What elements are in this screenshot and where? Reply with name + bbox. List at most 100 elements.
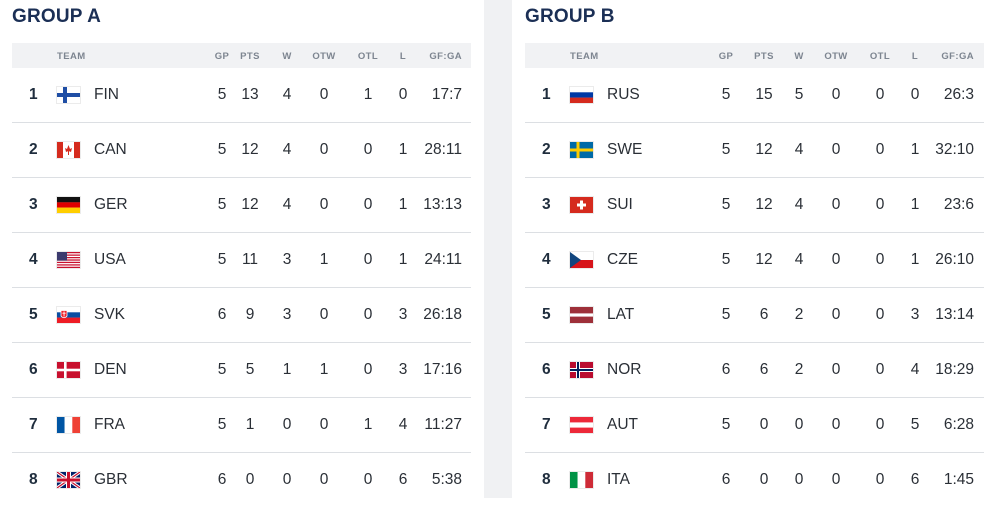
row-otl: 0	[363, 141, 373, 158]
row-gp: 5	[217, 251, 227, 268]
row-pts: 0	[759, 416, 769, 433]
table-header: TEAM GP PTS W OTW OTL L GF:GA	[525, 43, 984, 68]
table-row[interactable]: 7 FRA 5 1 0 0 1 4 11:27	[12, 398, 471, 453]
row-rank: 5	[29, 306, 38, 323]
row-otw: 0	[831, 361, 841, 378]
row-pts: 11	[241, 251, 259, 268]
row-gfga: 18:29	[935, 361, 974, 378]
header-l: L	[911, 51, 919, 62]
table-row[interactable]: 5 LAT 5 6 2 0 0 3 13:14	[525, 288, 984, 343]
row-rank: 1	[29, 86, 38, 103]
row-otw: 0	[831, 251, 841, 268]
table-row[interactable]: 4 USA 5 11 3 1 0 1 24:11	[12, 233, 471, 288]
table-row[interactable]: 2 CAN 5 12 4 0 0 1 28:11	[12, 123, 471, 178]
table-row[interactable]: 3 SUI 5 12 4 0 0 1 23:6	[525, 178, 984, 233]
row-l: 1	[398, 196, 408, 213]
header-gp: GP	[214, 51, 230, 62]
row-w: 4	[794, 196, 804, 213]
table-row[interactable]: 5 SVK 6 9 3 0 0 3 26:18	[12, 288, 471, 343]
table-row[interactable]: 6 NOR 6 6 2 0 0 4 18:29	[525, 343, 984, 398]
row-gfga: 28:11	[424, 141, 462, 158]
row-otw: 1	[319, 361, 329, 378]
row-l: 1	[910, 141, 920, 158]
row-gfga: 5:38	[431, 471, 462, 488]
table-row[interactable]: 2 SWE 5 12 4 0 0 1 32:10	[525, 123, 984, 178]
row-l: 6	[398, 471, 408, 488]
usa-flag-icon	[57, 252, 80, 268]
row-l: 0	[910, 86, 920, 103]
standings-rows: 1 FIN 5 13 4 0 1 0 17:7 2 CAN 5 12 4 0 0 1 28:11 3 GER 5 12 4 0…	[12, 68, 471, 507]
row-l: 1	[398, 141, 408, 158]
row-w: 0	[282, 416, 292, 433]
row-rank: 1	[542, 86, 551, 103]
row-otw: 0	[319, 471, 329, 488]
can-flag-icon	[57, 142, 80, 158]
table-row[interactable]: 8 GBR 6 0 0 0 0 6 5:38	[12, 453, 471, 507]
row-l: 4	[910, 361, 920, 378]
row-rank: 3	[542, 196, 551, 213]
row-rank: 8	[542, 471, 551, 488]
row-otl: 0	[363, 251, 373, 268]
table-row[interactable]: 1 RUS 5 15 5 0 0 0 26:3	[525, 68, 984, 123]
row-gp: 6	[217, 471, 227, 488]
row-pts: 12	[241, 196, 259, 213]
row-rank: 8	[29, 471, 38, 488]
row-gp: 5	[217, 416, 227, 433]
table-row[interactable]: 3 GER 5 12 4 0 0 1 13:13	[12, 178, 471, 233]
row-otw: 0	[319, 196, 329, 213]
header-otw: OTW	[824, 51, 848, 62]
row-gfga: 17:7	[431, 86, 462, 103]
row-otl: 1	[363, 416, 373, 433]
row-pts: 12	[755, 196, 773, 213]
row-team: SUI	[607, 196, 633, 213]
table-header: TEAM GP PTS W OTW OTL L GF:GA	[12, 43, 471, 68]
row-w: 4	[282, 196, 292, 213]
fra-flag-icon	[57, 417, 80, 433]
row-team: LAT	[607, 306, 635, 323]
row-team: AUT	[607, 416, 638, 433]
row-otw: 0	[319, 141, 329, 158]
cze-flag-icon	[570, 252, 593, 268]
row-l: 3	[910, 306, 920, 323]
header-otl: OTL	[869, 51, 891, 62]
nor-flag-icon	[570, 362, 593, 378]
row-w: 0	[794, 471, 804, 488]
row-l: 3	[398, 361, 408, 378]
rus-flag-icon	[570, 87, 593, 103]
row-pts: 12	[241, 141, 259, 158]
row-otl: 0	[363, 361, 373, 378]
header-team: TEAM	[57, 51, 86, 62]
row-w: 1	[282, 361, 292, 378]
row-gfga: 26:3	[943, 86, 974, 103]
header-pts: PTS	[240, 51, 260, 62]
row-otl: 0	[875, 251, 885, 268]
row-gp: 5	[217, 361, 227, 378]
row-otw: 1	[319, 251, 329, 268]
row-rank: 7	[542, 416, 551, 433]
row-otw: 0	[831, 196, 841, 213]
header-w: W	[282, 51, 292, 62]
table-row[interactable]: 1 FIN 5 13 4 0 1 0 17:7	[12, 68, 471, 123]
row-gfga: 24:11	[424, 251, 462, 268]
row-w: 0	[794, 416, 804, 433]
header-pts: PTS	[754, 51, 774, 62]
table-row[interactable]: 4 CZE 5 12 4 0 0 1 26:10	[525, 233, 984, 288]
header-team: TEAM	[570, 51, 599, 62]
row-w: 2	[794, 361, 804, 378]
row-gfga: 26:18	[423, 306, 462, 323]
row-gp: 5	[217, 141, 227, 158]
table-row[interactable]: 8 ITA 6 0 0 0 0 6 1:45	[525, 453, 984, 507]
row-rank: 5	[542, 306, 551, 323]
row-gfga: 13:13	[423, 196, 462, 213]
table-row[interactable]: 7 AUT 5 0 0 0 0 5 6:28	[525, 398, 984, 453]
table-row[interactable]: 6 DEN 5 5 1 1 0 3 17:16	[12, 343, 471, 398]
row-l: 1	[910, 251, 920, 268]
row-w: 4	[794, 251, 804, 268]
row-gp: 5	[721, 86, 731, 103]
row-otl: 0	[363, 306, 373, 323]
row-team: GER	[94, 196, 128, 213]
row-otw: 0	[831, 416, 841, 433]
row-gfga: 13:14	[935, 306, 974, 323]
row-gp: 5	[721, 306, 731, 323]
row-w: 5	[794, 86, 804, 103]
